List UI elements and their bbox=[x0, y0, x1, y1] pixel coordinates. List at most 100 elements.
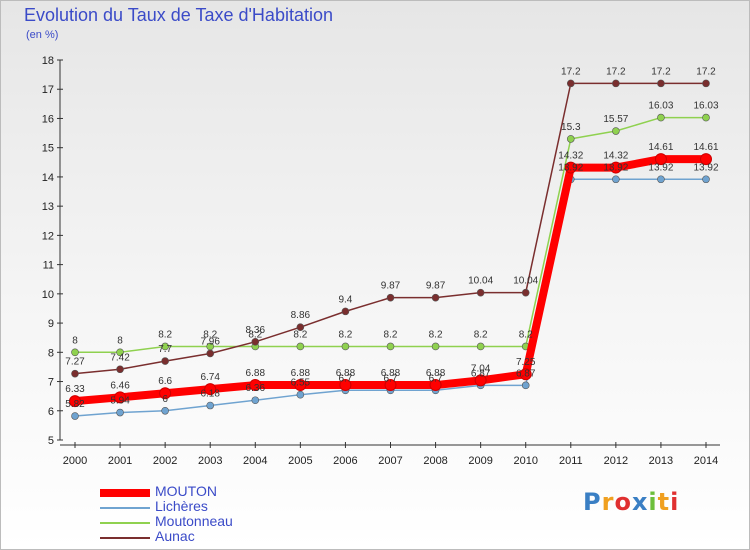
y-tick-label: 11 bbox=[43, 260, 54, 272]
data-point bbox=[204, 383, 217, 396]
data-label: 17.2 bbox=[696, 66, 716, 77]
data-label: 15.57 bbox=[603, 114, 628, 125]
x-tick-label: 2002 bbox=[153, 455, 177, 467]
data-point bbox=[657, 175, 665, 184]
data-point bbox=[294, 379, 307, 392]
data-label: 7.04 bbox=[471, 363, 491, 374]
data-point bbox=[702, 175, 710, 184]
data-point bbox=[116, 408, 124, 417]
data-point bbox=[431, 342, 440, 351]
x-tick-label: 2005 bbox=[288, 455, 312, 467]
data-label: 6.18 bbox=[200, 389, 220, 400]
y-tick-label: 9 bbox=[48, 318, 54, 330]
data-point bbox=[700, 153, 712, 166]
x-tick-label: 2010 bbox=[513, 455, 537, 467]
data-label: 10.04 bbox=[513, 276, 538, 287]
data-point bbox=[116, 348, 124, 357]
data-label: 7.7 bbox=[158, 344, 172, 355]
proxiti-logo: Proxiti bbox=[583, 488, 680, 516]
data-label: 8.2 bbox=[519, 329, 533, 340]
data-point bbox=[341, 342, 350, 351]
data-label: 6.88 bbox=[246, 368, 266, 379]
data-label: 15.3 bbox=[561, 122, 581, 133]
y-tick-label: 12 bbox=[42, 230, 54, 242]
data-point bbox=[161, 342, 169, 351]
data-point bbox=[251, 337, 260, 346]
data-label: 6.74 bbox=[200, 372, 220, 383]
data-point bbox=[654, 153, 667, 166]
y-tick-label: 15 bbox=[42, 143, 54, 155]
data-label: 7.25 bbox=[516, 357, 536, 368]
legend-label: Lichères bbox=[155, 498, 208, 514]
x-tick-label: 2007 bbox=[378, 455, 402, 467]
data-point bbox=[657, 79, 665, 88]
x-tick-label: 2012 bbox=[604, 455, 628, 467]
x-tick-label: 2001 bbox=[108, 455, 132, 467]
data-label: 9.87 bbox=[381, 281, 401, 292]
data-label: 6.33 bbox=[65, 384, 85, 395]
data-point bbox=[702, 113, 710, 122]
legend-label: Aunac bbox=[155, 528, 195, 544]
x-tick-label: 2006 bbox=[333, 455, 357, 467]
data-point bbox=[384, 379, 397, 392]
data-label: 6.7 bbox=[338, 373, 352, 384]
data-label: 8.86 bbox=[291, 310, 311, 321]
data-point bbox=[159, 387, 172, 400]
data-label: 6.87 bbox=[516, 368, 536, 379]
data-label: 7.42 bbox=[110, 352, 130, 363]
data-label: 14.61 bbox=[648, 142, 673, 153]
data-label: 6.87 bbox=[471, 368, 491, 379]
y-tick-label: 13 bbox=[42, 201, 54, 213]
data-point bbox=[249, 379, 262, 392]
data-point bbox=[69, 395, 81, 408]
legend-item: MOUTON bbox=[100, 483, 300, 499]
data-point bbox=[657, 113, 665, 122]
data-point bbox=[161, 406, 169, 415]
data-point bbox=[251, 396, 260, 405]
data-label: 8 bbox=[72, 335, 78, 346]
y-tick-label: 7 bbox=[48, 377, 54, 389]
data-label: 7.96 bbox=[200, 336, 220, 347]
data-label: 8 bbox=[117, 335, 123, 346]
data-label: 6.6 bbox=[158, 376, 172, 387]
data-point bbox=[71, 369, 79, 378]
data-label: 8.2 bbox=[384, 329, 398, 340]
data-point bbox=[519, 368, 532, 381]
data-label: 14.32 bbox=[558, 151, 583, 162]
data-label: 8.2 bbox=[429, 329, 443, 340]
data-point bbox=[521, 381, 530, 390]
data-point bbox=[566, 135, 575, 143]
data-label: 6.88 bbox=[291, 368, 311, 379]
data-label: 8.2 bbox=[338, 329, 352, 340]
data-label: 6.88 bbox=[336, 368, 356, 379]
legend-label: MOUTON bbox=[155, 483, 217, 499]
data-label: 6.55 bbox=[291, 378, 311, 389]
data-point bbox=[116, 365, 124, 374]
data-label: 6.7 bbox=[384, 373, 398, 384]
x-tick-label: 2003 bbox=[198, 455, 222, 467]
legend-item: Lichères bbox=[100, 498, 300, 514]
data-label: 16.03 bbox=[693, 101, 718, 112]
data-label: 14.61 bbox=[693, 142, 718, 153]
data-point bbox=[476, 342, 485, 351]
data-point bbox=[296, 342, 305, 351]
data-point bbox=[296, 323, 305, 331]
x-tick-label: 2004 bbox=[243, 455, 267, 467]
data-point bbox=[702, 79, 710, 88]
chart-title: Evolution du Taux de Taxe d'Habitation bbox=[24, 5, 333, 25]
legend-swatch bbox=[100, 489, 150, 497]
data-point bbox=[339, 379, 352, 392]
x-tick-label: 2011 bbox=[559, 455, 583, 467]
x-tick-label: 2013 bbox=[649, 455, 673, 467]
data-label: 8.2 bbox=[293, 329, 307, 340]
data-label: 16.03 bbox=[648, 101, 673, 112]
data-point bbox=[612, 79, 620, 88]
data-label: 6.88 bbox=[426, 368, 446, 379]
data-label: 7.27 bbox=[65, 357, 85, 368]
data-label: 14.32 bbox=[603, 151, 628, 162]
x-tick-label: 2014 bbox=[694, 455, 718, 467]
data-point bbox=[161, 357, 169, 365]
y-tick-label: 18 bbox=[42, 55, 54, 67]
